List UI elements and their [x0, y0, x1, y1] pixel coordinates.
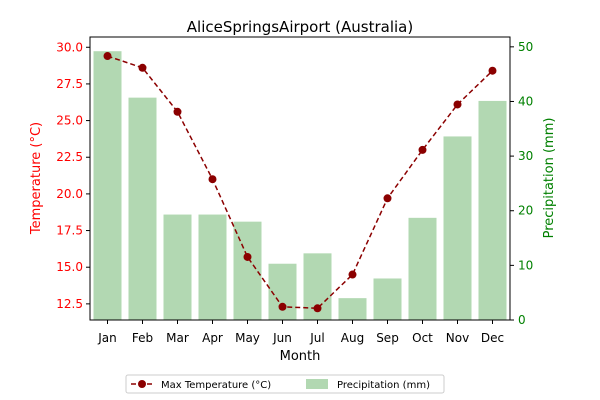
- chart-title: AliceSpringsAirport (Australia): [187, 18, 413, 36]
- temperature-point: [418, 145, 427, 154]
- plot-frame: [89, 36, 511, 321]
- x-tick-label: Dec: [481, 331, 504, 345]
- x-tick-label: Jul: [309, 331, 324, 345]
- precipitation-bar: [163, 214, 192, 320]
- x-tick-label: Nov: [446, 331, 469, 345]
- left-tick-label: 27.5: [56, 77, 83, 91]
- left-tick-label: 12.5: [56, 297, 83, 311]
- legend-line-marker: [138, 380, 146, 388]
- x-tick-label: May: [235, 331, 260, 345]
- right-tick-label: 50: [518, 40, 533, 54]
- left-tick-label: 30.0: [56, 40, 83, 54]
- left-axis: 12.5 15.0 17.5 20.0 22.5 25.0 27.5 30.0: [56, 40, 90, 311]
- precipitation-bar: [93, 51, 122, 321]
- temperature-point: [453, 100, 462, 109]
- x-tick-label: Sep: [376, 331, 399, 345]
- precipitation-bar: [233, 221, 262, 320]
- temperature-line: [103, 52, 497, 313]
- left-tick-label: 25.0: [56, 114, 83, 128]
- precipitation-bar: [408, 217, 437, 320]
- legend-label-temperature: Max Temperature (°C): [161, 380, 271, 391]
- temperature-point: [243, 252, 252, 261]
- x-tick-label: Feb: [132, 331, 153, 345]
- temperature-point: [138, 63, 147, 72]
- right-tick-label: 0: [518, 313, 526, 327]
- left-tick-label: 15.0: [56, 260, 83, 274]
- x-tick-label: Mar: [166, 331, 189, 345]
- y-axis-right-label: Precipitation (mm): [542, 118, 557, 239]
- legend-bar-swatch: [306, 379, 328, 389]
- x-tick-label: Apr: [202, 331, 223, 345]
- temperature-point: [383, 194, 392, 203]
- left-tick-label: 20.0: [56, 187, 83, 201]
- temperature-point: [103, 52, 112, 61]
- temperature-point: [348, 270, 357, 279]
- temperature-point: [488, 66, 497, 75]
- temperature-point: [278, 302, 287, 311]
- x-tick-label: Jun: [272, 331, 292, 345]
- temperature-series-line: [107, 55, 494, 310]
- right-tick-label: 40: [518, 94, 533, 108]
- left-tick-label: 22.5: [56, 150, 83, 164]
- left-tick-label: 17.5: [56, 224, 83, 238]
- precipitation-bar: [478, 100, 507, 320]
- precipitation-bar: [198, 214, 227, 320]
- legend-frame: [125, 374, 445, 394]
- x-tick-label: Aug: [341, 331, 364, 345]
- precipitation-bar: [373, 278, 402, 320]
- x-tick-label: Oct: [412, 331, 433, 345]
- precipitation-bar: [443, 136, 472, 320]
- temperature-point: [208, 175, 217, 184]
- x-axis-label: Month: [280, 349, 321, 364]
- right-tick-label: 10: [518, 258, 533, 272]
- legend: Max Temperature (°C) Precipitation (mm): [125, 374, 445, 394]
- right-tick-label: 30: [518, 149, 533, 163]
- x-axis: Jan Feb Mar Apr May Jun Jul Aug Sep Oct Nov Dec: [97, 320, 504, 345]
- temperature-point: [173, 107, 182, 116]
- temperature-point: [313, 304, 322, 313]
- precipitation-bar: [128, 97, 157, 321]
- right-axis: 0 10 20 30 40 50: [510, 40, 533, 327]
- y-axis-left-label: Temperature (°C): [29, 122, 44, 235]
- precipitation-bar: [338, 298, 367, 320]
- x-tick-label: Jan: [97, 331, 117, 345]
- legend-label-precipitation: Precipitation (mm): [337, 380, 430, 391]
- right-tick-label: 20: [518, 204, 533, 218]
- precipitation-bars: [93, 51, 507, 321]
